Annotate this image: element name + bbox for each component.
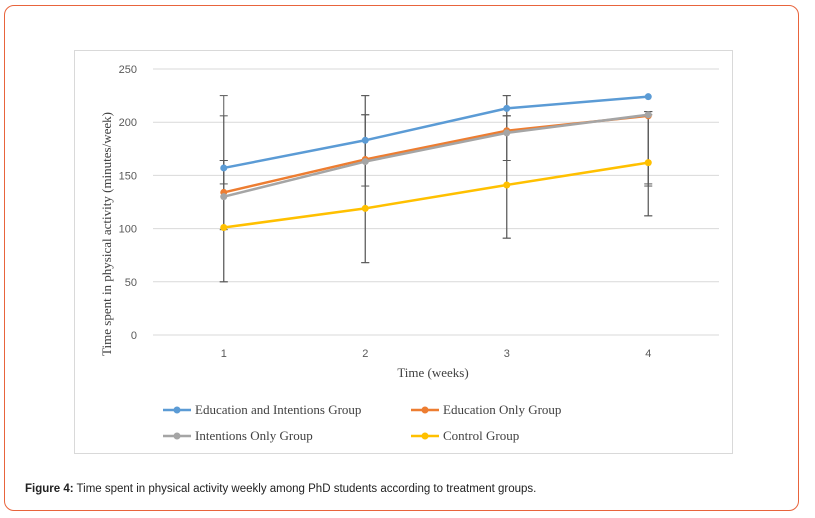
x-tick-label: 4 — [645, 348, 651, 360]
data-point — [644, 111, 652, 119]
x-tick-label: 2 — [362, 348, 368, 360]
legend-item: Education and Intentions Group — [163, 402, 361, 417]
y-tick-label: 150 — [119, 170, 137, 182]
series — [220, 111, 652, 201]
x-axis-title: Time (weeks) — [397, 365, 468, 380]
x-tick-labels: 1 2 3 4 — [221, 348, 652, 360]
legend-label: Education and Intentions Group — [195, 402, 361, 417]
legend-item: Education Only Group — [411, 402, 561, 417]
x-tick-label: 1 — [221, 348, 227, 360]
legend-label: Education Only Group — [443, 402, 561, 417]
series — [220, 93, 652, 172]
caption-text: Time spent in physical activity weekly a… — [73, 483, 537, 495]
y-tick-label: 0 — [131, 330, 137, 342]
data-point — [503, 181, 511, 189]
data-point — [361, 136, 369, 144]
series-lines — [220, 93, 652, 232]
error-bar — [219, 95, 228, 283]
legend-item: Intentions Only Group — [163, 428, 313, 443]
data-point — [361, 158, 369, 166]
series-line — [223, 95, 649, 170]
x-tick-label: 3 — [504, 348, 510, 360]
y-tick-label: 100 — [119, 224, 137, 236]
legend-label: Control Group — [443, 428, 519, 443]
line-chart: 0 50 100 150 200 250 1 2 3 4 Time (weeks) Time s… — [99, 64, 719, 443]
legend: Education and Intentions Group Education … — [163, 402, 561, 443]
y-tick-label: 200 — [119, 117, 137, 129]
caption-label: Figure 4: — [25, 483, 74, 495]
figure-caption: Figure 4: Time spent in physical activit… — [25, 483, 536, 495]
chart-area: 0 50 100 150 200 250 1 2 3 4 Time (weeks) Time s… — [74, 50, 733, 454]
gridlines — [153, 68, 719, 336]
data-point — [503, 104, 511, 112]
legend-item: Control Group — [411, 428, 519, 443]
series-line — [223, 113, 649, 198]
legend-swatch-marker — [173, 432, 181, 440]
y-tick-labels: 0 50 100 150 200 250 — [119, 64, 137, 342]
legend-label: Intentions Only Group — [195, 428, 313, 443]
legend-swatch-marker — [421, 406, 429, 414]
y-tick-label: 50 — [125, 277, 137, 289]
y-axis-title: Time spent in physical activity (minutes… — [99, 112, 114, 356]
y-tick-label: 250 — [119, 64, 137, 76]
data-point — [220, 193, 228, 201]
data-point — [644, 93, 652, 101]
series — [220, 159, 652, 232]
legend-swatch-marker — [421, 432, 429, 440]
legend-swatch-marker — [173, 406, 181, 414]
data-point — [503, 129, 511, 137]
figure-frame: 0 50 100 150 200 250 1 2 3 4 Time (weeks) Time s… — [4, 5, 799, 511]
data-point — [220, 224, 228, 232]
data-point — [644, 159, 652, 167]
data-point — [220, 164, 228, 172]
series-line — [223, 161, 649, 229]
data-point — [361, 204, 369, 212]
